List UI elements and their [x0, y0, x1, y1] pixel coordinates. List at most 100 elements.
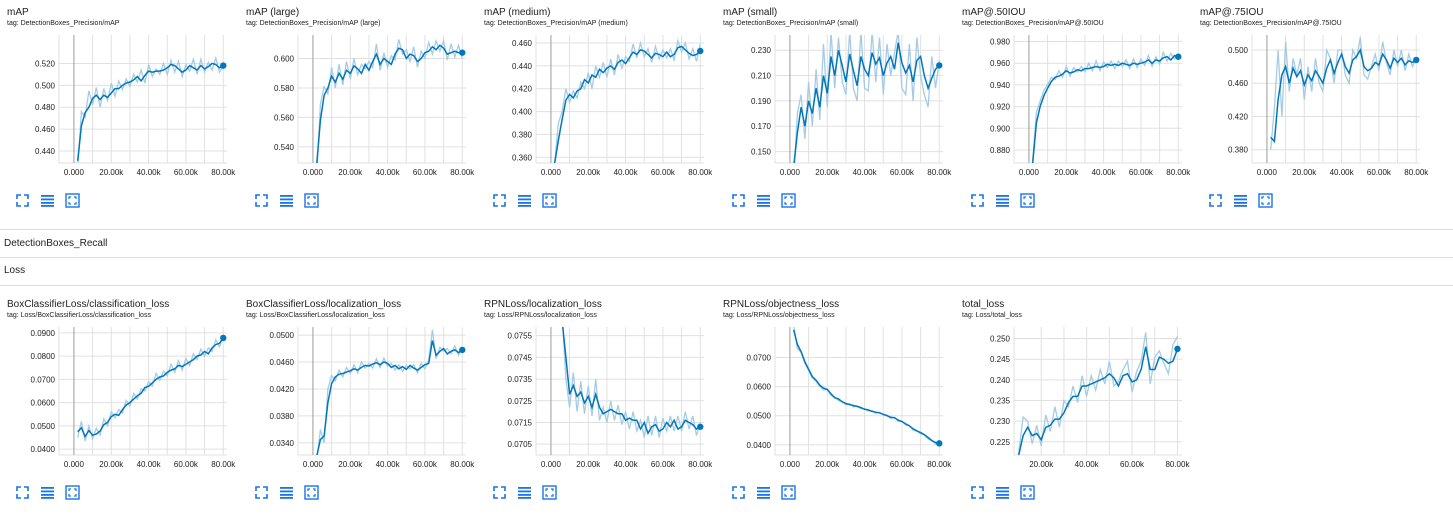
last-point: [220, 334, 227, 342]
y-tick-label: 0.170: [751, 122, 772, 131]
chart-toolbar: [970, 485, 1035, 501]
fit-domain-icon[interactable]: [1020, 485, 1035, 500]
fit-domain-icon[interactable]: [1258, 193, 1273, 208]
series-smoothed-line: [792, 329, 940, 445]
fit-domain-icon[interactable]: [65, 485, 80, 500]
x-tick-label: 80.00k: [1165, 460, 1190, 469]
chart-tag: tag: DetectionBoxes_Precision/mAP (small…: [723, 20, 859, 27]
chart-title: RPNLoss/objectness_loss: [723, 299, 840, 310]
fit-domain-icon[interactable]: [65, 193, 80, 208]
expand-icon[interactable]: [731, 485, 746, 500]
list-icon[interactable]: [517, 485, 532, 500]
y-tick-label: 0.0600: [31, 399, 56, 408]
fit-domain-icon[interactable]: [542, 193, 557, 208]
chart-tag: tag: Loss/BoxClassifierLoss/localization…: [246, 312, 385, 319]
x-tick-label: 60.00k: [890, 168, 915, 177]
x-tick-label: 0.000: [541, 168, 562, 177]
expand-icon[interactable]: [15, 193, 30, 208]
y-tick-label: 0.0755: [508, 332, 533, 341]
fit-domain-icon[interactable]: [304, 485, 319, 500]
chart-toolbar: [254, 193, 319, 209]
y-tick-label: 0.380: [1228, 146, 1249, 155]
list-icon[interactable]: [756, 193, 771, 208]
series-group: [1031, 50, 1179, 163]
x-tick-label: 20.00k: [99, 168, 124, 177]
list-icon[interactable]: [279, 193, 294, 208]
x-tick-label: 40.00k: [1330, 168, 1355, 177]
fit-domain-icon[interactable]: [542, 485, 557, 500]
chart-tag: tag: DetectionBoxes_Precision/mAP (mediu…: [484, 20, 628, 27]
expand-icon[interactable]: [254, 193, 269, 208]
list-icon[interactable]: [995, 485, 1010, 500]
fit-domain-icon[interactable]: [781, 193, 796, 208]
series-group: [553, 38, 701, 163]
chart-toolbar: [1208, 193, 1273, 209]
fit-domain-icon[interactable]: [781, 485, 796, 500]
x-tick-label: 80.00k: [1166, 168, 1191, 177]
y-tick-label: 0.0460: [270, 358, 295, 367]
chart-title: mAP@.75IOU: [1200, 7, 1264, 18]
x-tick-label: 40.00k: [614, 460, 639, 469]
series-raw-line: [793, 35, 940, 163]
expand-icon[interactable]: [970, 485, 985, 500]
expand-icon[interactable]: [731, 193, 746, 208]
list-icon[interactable]: [40, 193, 55, 208]
expand-icon[interactable]: [970, 193, 985, 208]
y-tick-label: 0.460: [512, 39, 533, 48]
list-icon[interactable]: [279, 485, 294, 500]
x-tick-label: 80.00k: [450, 168, 475, 177]
y-tick-label: 0.920: [990, 103, 1011, 112]
fit-domain-icon[interactable]: [1020, 193, 1035, 208]
series-group: [792, 327, 940, 445]
list-icon[interactable]: [995, 193, 1010, 208]
y-tick-label: 0.980: [990, 38, 1011, 47]
y-tick-label: 0.380: [512, 130, 533, 139]
chart-card: mAP@.75IOU tag: DetectionBoxes_Precision/…: [1200, 7, 1432, 222]
y-tick-label: 0.230: [990, 417, 1011, 426]
line-chart: 0.0340 0.0380 0.0420 0.0460 0.0500 0.000 20.00…: [270, 327, 475, 469]
y-tick-label: 0.0500: [747, 412, 772, 421]
expand-icon[interactable]: [254, 485, 269, 500]
line-chart: 0.225 0.230 0.235 0.240 0.245 0.250 20.00k 40.0…: [990, 327, 1190, 469]
y-tick-label: 0.235: [990, 396, 1011, 405]
fit-domain-icon[interactable]: [304, 193, 319, 208]
expand-icon[interactable]: [15, 485, 30, 500]
chart-card: BoxClassifierLoss/localization_loss tag: …: [246, 299, 478, 514]
y-tick-label: 0.0705: [508, 440, 533, 449]
line-chart: 0.0400 0.0500 0.0600 0.0700 0.000 20.00k 40.00…: [747, 327, 952, 469]
x-tick-label: 20.00k: [1029, 460, 1054, 469]
y-tick-label: 0.420: [1228, 112, 1249, 121]
list-icon[interactable]: [1233, 193, 1248, 208]
y-tick-label: 0.0715: [508, 418, 533, 427]
last-point: [936, 440, 943, 447]
expand-icon[interactable]: [492, 193, 507, 208]
series-smoothed-line: [793, 42, 940, 163]
chart-card: mAP (medium) tag: DetectionBoxes_Precisio…: [484, 7, 716, 222]
last-point: [1413, 56, 1420, 64]
chart-card: RPNLoss/objectness_loss tag: Loss/RPNLoss…: [723, 299, 955, 514]
x-tick-label: 80.00k: [211, 460, 236, 469]
list-icon[interactable]: [40, 485, 55, 500]
y-tick-label: 0.0400: [31, 445, 56, 454]
y-tick-label: 0.360: [512, 153, 533, 162]
x-tick-label: 40.00k: [614, 168, 639, 177]
series-group: [77, 334, 224, 442]
series-raw-line: [77, 55, 224, 163]
expand-icon[interactable]: [492, 485, 507, 500]
series-smoothed-line: [562, 327, 701, 436]
section-divider: [0, 229, 1453, 230]
list-icon[interactable]: [756, 485, 771, 500]
chart-title: BoxClassifierLoss/localization_loss: [246, 299, 402, 310]
x-tick-label: 60.00k: [651, 168, 676, 177]
expand-icon[interactable]: [1208, 193, 1223, 208]
series-group: [76, 55, 224, 163]
y-tick-label: 0.440: [512, 62, 533, 71]
section-divider: [0, 285, 1453, 286]
list-icon[interactable]: [517, 193, 532, 208]
y-tick-label: 0.0735: [508, 375, 533, 384]
x-tick-label: 20.00k: [99, 460, 124, 469]
last-point: [936, 62, 943, 69]
chart-title: mAP (small): [723, 7, 778, 18]
y-tick-label: 0.940: [990, 81, 1011, 90]
chart-toolbar: [492, 485, 557, 501]
